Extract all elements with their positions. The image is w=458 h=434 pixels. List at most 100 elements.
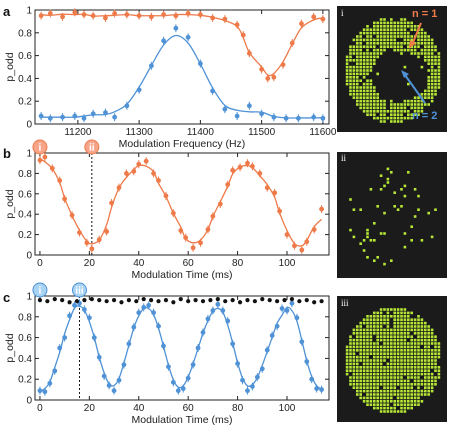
atom-pixel — [386, 389, 390, 393]
x-axis-label: Modulation Time (ms) — [132, 414, 233, 426]
atom-pixel — [345, 55, 349, 59]
atom-pixel — [369, 69, 373, 72]
atom-pixel — [373, 106, 376, 110]
atom-pixel — [403, 396, 407, 400]
atom-pixel — [349, 342, 352, 345]
atom-pixel — [396, 372, 400, 376]
atom-pixel — [383, 113, 386, 116]
atom-pixel — [366, 321, 369, 325]
atom-pixel — [359, 72, 362, 76]
atom-pixel — [369, 369, 373, 372]
atom-pixel — [359, 345, 362, 349]
atom-pixel — [407, 82, 410, 86]
atom-pixel — [366, 369, 369, 372]
data-point-orange — [299, 21, 304, 27]
atom-pixel — [373, 103, 376, 106]
atom-pixel — [376, 28, 379, 31]
atom-pixel — [413, 376, 417, 379]
atom-pixel — [362, 93, 366, 96]
atom-pixel — [393, 315, 396, 318]
atom-pixel — [396, 106, 400, 110]
atom-pixel — [383, 352, 386, 355]
atom-pixel — [345, 369, 349, 372]
atom-pixel — [352, 38, 356, 42]
atom-pixel — [366, 228, 369, 232]
atom-pixel — [366, 25, 369, 28]
atom-pixel — [383, 335, 386, 338]
n2-label: n = 2 — [412, 110, 437, 122]
atom-pixel — [430, 376, 434, 379]
atom-pixel — [352, 345, 356, 349]
atom-pixel — [376, 38, 379, 42]
atom-pixel — [356, 338, 359, 342]
data-point-orange — [217, 201, 223, 207]
atom-pixel — [396, 400, 400, 403]
atom-pixel — [393, 335, 396, 338]
atom-pixel — [345, 366, 349, 369]
atom-pixel — [373, 311, 376, 315]
atom-pixel — [396, 116, 400, 120]
data-point-orange — [136, 13, 142, 19]
atom-pixel — [427, 45, 430, 48]
atom-pixel — [386, 362, 390, 366]
atom-pixel — [393, 389, 396, 393]
atom-pixel — [427, 35, 430, 38]
atom-pixel — [362, 369, 366, 372]
atom-pixel — [420, 35, 424, 38]
atom-pixel — [400, 345, 403, 349]
atom-pixel — [410, 35, 413, 38]
n2-arrowhead — [401, 70, 409, 78]
atom-pixel — [369, 349, 373, 352]
atom-pixel — [400, 21, 403, 25]
atom-pixel — [410, 376, 413, 379]
atom-pixel — [424, 379, 427, 383]
atom-pixel — [400, 113, 403, 116]
atom-pixel — [366, 99, 369, 103]
atom-pixel — [383, 18, 386, 21]
data-point-blue — [250, 384, 255, 389]
data-point-blue — [72, 302, 77, 308]
atom-pixel — [434, 59, 437, 62]
atom-pixel — [362, 366, 366, 369]
atom-pixel — [410, 362, 413, 366]
atom-pixel — [366, 52, 369, 55]
atom-pixel — [437, 372, 441, 376]
atom-pixel — [366, 106, 369, 110]
atom-pixel — [393, 386, 396, 389]
atom-pixel — [356, 89, 359, 93]
data-point-blue — [60, 114, 65, 120]
atom-pixel — [400, 406, 403, 410]
atom-pixel — [400, 400, 403, 403]
atom-pixel — [349, 93, 352, 96]
data-point-blue — [222, 106, 228, 112]
atom-pixel — [437, 55, 441, 59]
data-point-blue — [180, 386, 186, 391]
atom-pixel — [376, 318, 379, 321]
atom-pixel — [345, 359, 349, 362]
atom-pixel — [356, 86, 359, 89]
atom-pixel — [376, 311, 379, 315]
atom-pixel — [393, 410, 396, 413]
data-point-black — [252, 299, 257, 304]
atom-pixel — [376, 383, 379, 386]
x-tick-label: 11200 — [64, 127, 92, 138]
atom-pixel — [376, 362, 379, 366]
atom-pixel — [366, 31, 369, 35]
data-point-blue — [86, 315, 92, 321]
atom-pixel — [379, 110, 383, 113]
atom-pixel — [386, 393, 390, 396]
data-point-blue — [311, 114, 317, 120]
atom-pixel — [369, 82, 373, 86]
data-point-blue — [103, 110, 108, 115]
atom-pixel — [383, 410, 386, 413]
atom-pixel — [400, 372, 403, 376]
atom-pixel — [407, 376, 410, 379]
atom-pixel — [366, 38, 369, 42]
chart-a: 0 0.2 0.4 0.6 0.8 1 11200 11300 11400 11500 11600 M… — [4, 6, 337, 151]
data-point-blue — [264, 347, 270, 353]
atom-pixel — [396, 389, 400, 393]
atom-pixel — [407, 400, 410, 403]
atom-pixel — [369, 31, 373, 35]
atom-pixel — [383, 45, 386, 48]
atom-pixel — [383, 396, 386, 400]
